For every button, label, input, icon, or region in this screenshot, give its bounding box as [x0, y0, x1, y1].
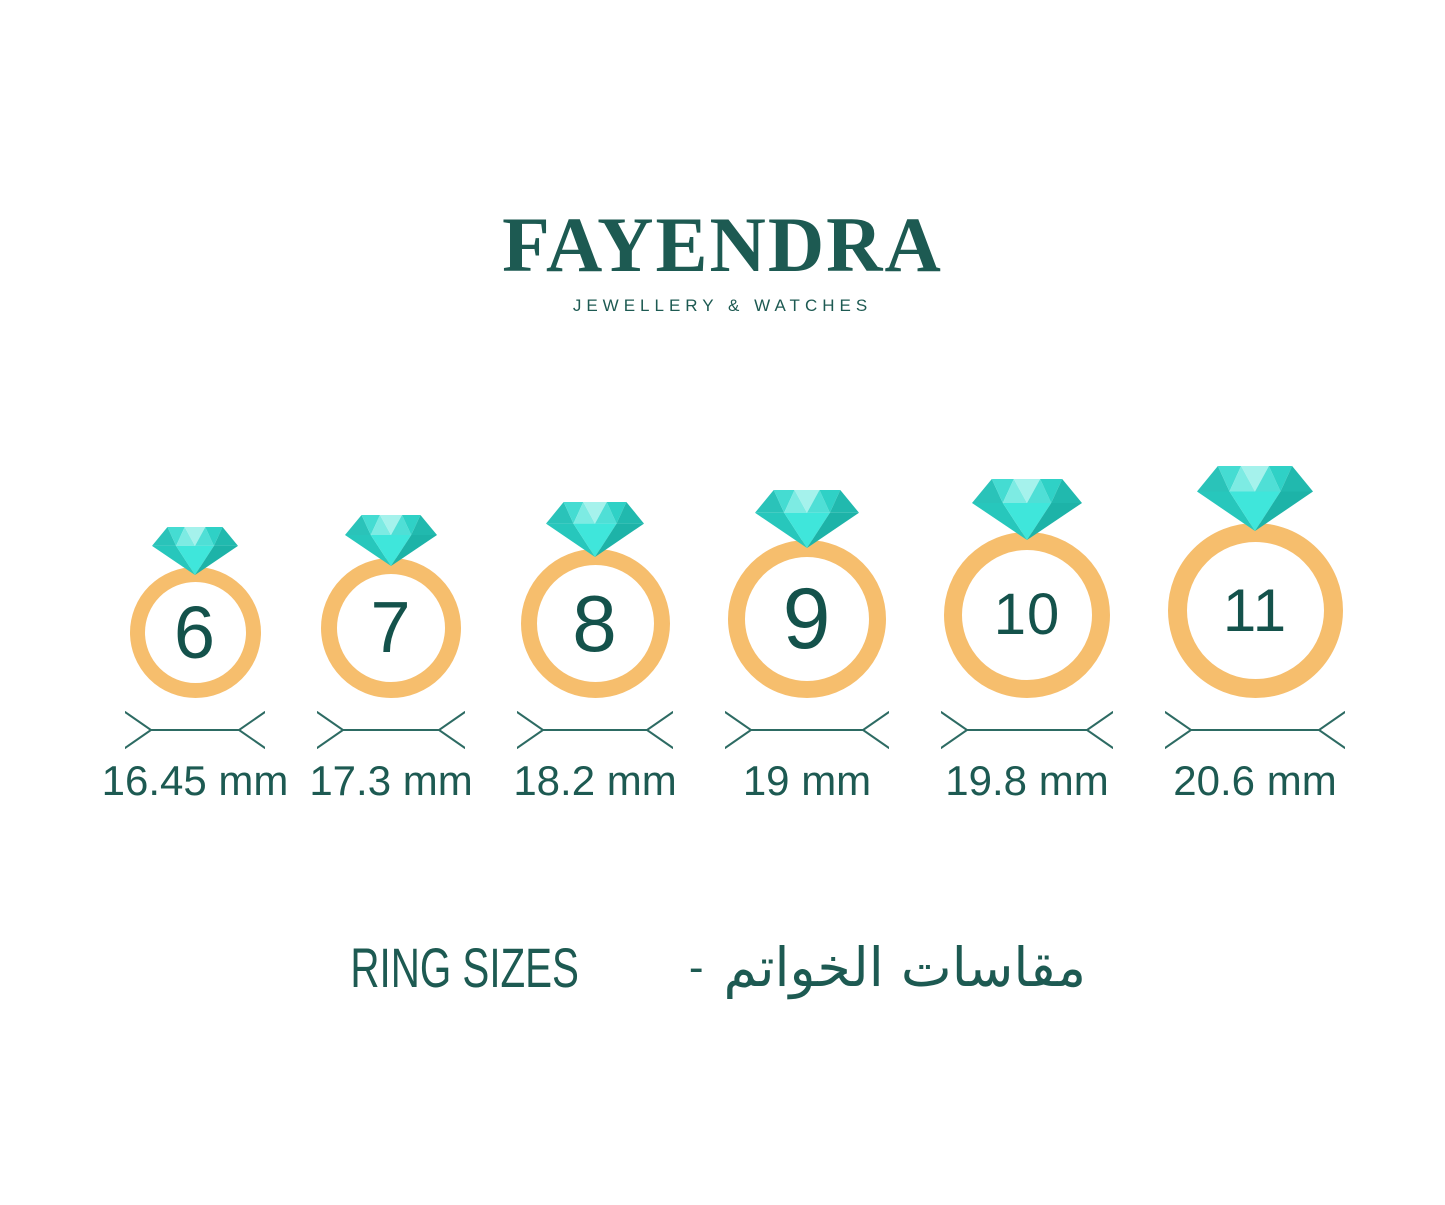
footer-title-en-box: RING SIZES: [351, 940, 580, 996]
diamond-icon: [1197, 466, 1313, 531]
measure-arrow-icon: [125, 711, 265, 749]
diamond-icon: [972, 479, 1082, 540]
ring-size-item-9: 9 19 mm: [725, 490, 889, 802]
measure-arrow-icon: [517, 711, 673, 749]
footer-title-en: RING SIZES: [350, 936, 580, 999]
ring-size-number: 6: [173, 590, 217, 674]
diamond-icon: [755, 490, 859, 548]
ring-size-item-7: 7 17.3 mm: [309, 515, 473, 802]
measure-arrow-icon: [941, 711, 1113, 749]
ring-diameter-label: 17.3 mm: [309, 757, 473, 804]
ring-band-icon: 11: [1167, 523, 1343, 698]
ring-band-icon: 8: [520, 549, 670, 698]
ring-diameter-label: 19.8 mm: [945, 757, 1109, 804]
footer-title: RING SIZES - مقاسات الخواتم: [0, 940, 1445, 996]
ring-size-number: 10: [993, 582, 1061, 647]
brand-logo-text: FAYENDRA: [502, 201, 943, 288]
ring-diameter-label: 16.45 mm: [101, 757, 289, 804]
measure-arrow-icon: [1165, 711, 1345, 749]
brand-tagline: JEWELLERY & WATCHES: [572, 296, 873, 315]
ring-size-item-10: 10 19.8 mm: [941, 479, 1113, 802]
diamond-icon: [152, 527, 238, 575]
footer-separator: -: [688, 943, 704, 992]
ring-size-item-6: 6 16.45 mm: [102, 527, 288, 802]
diamond-icon: [345, 515, 437, 566]
footer-title-ar: مقاسات الخواتم: [723, 936, 1087, 999]
ring-band-icon: 10: [944, 532, 1110, 698]
ring-size-number: 8: [572, 578, 618, 668]
ring-band-icon: 9: [728, 540, 886, 698]
ring-diameter-label: 18.2 mm: [513, 757, 677, 804]
brand-header: FAYENDRA JEWELLERY & WATCHES: [0, 0, 1445, 316]
ring-size-number: 11: [1222, 576, 1288, 644]
ring-size-number: 9: [782, 571, 832, 667]
ring-diameter-label: 19 mm: [742, 757, 872, 804]
ring-size-item-8: 8 18.2 mm: [513, 502, 677, 802]
ring-diameter-label: 20.6 mm: [1173, 757, 1337, 804]
ring-size-number: 7: [370, 588, 412, 668]
ring-size-item-11: 11 20.6 mm: [1165, 466, 1345, 802]
measure-arrow-icon: [317, 711, 465, 749]
diamond-icon: [546, 502, 644, 557]
ring-size-row: 6 16.45 mm 7 17.3 mm 8 18.2 mm 9: [0, 466, 1445, 802]
ring-band-icon: 7: [321, 558, 461, 698]
ring-band-icon: 6: [129, 567, 261, 698]
measure-arrow-icon: [725, 711, 889, 749]
